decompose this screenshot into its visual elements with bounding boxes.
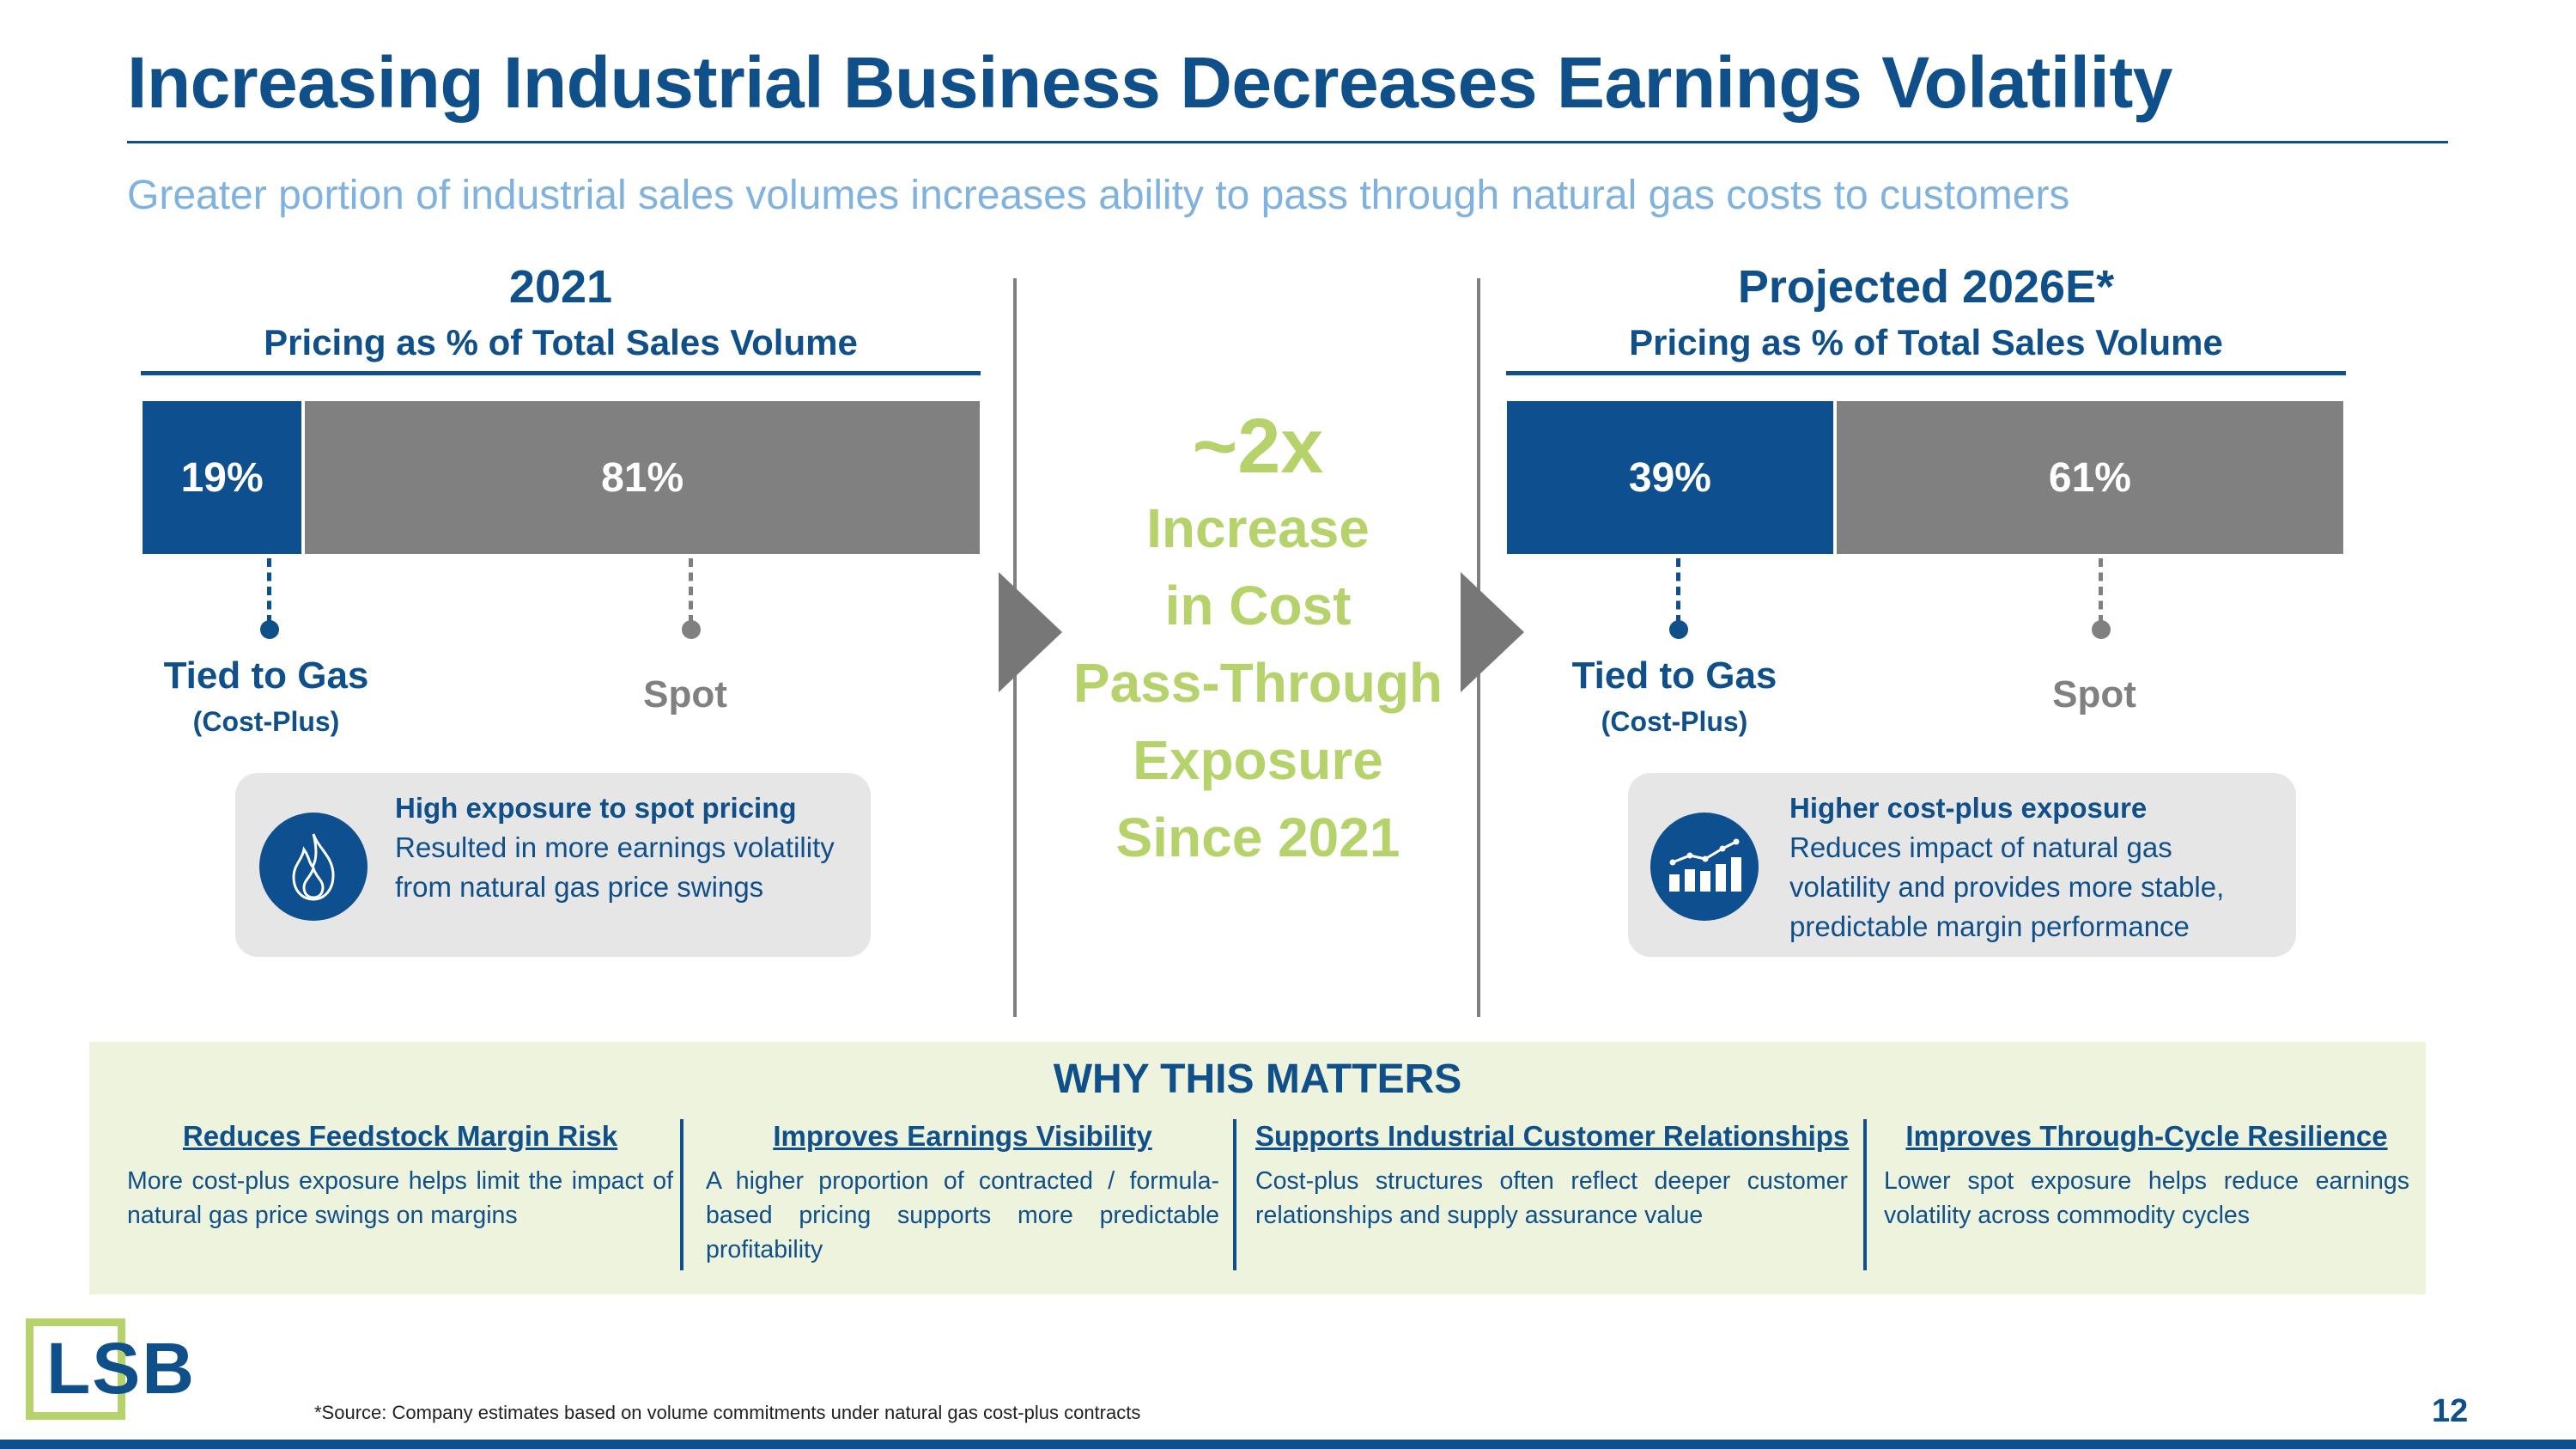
right-panel-year: Projected 2026E* <box>1737 261 2115 313</box>
left-panel-year: 2021 <box>508 261 613 313</box>
right-tied-connector <box>1676 558 1680 624</box>
left-tied-dot <box>260 620 279 639</box>
right-pricing-bar: 39% 61% <box>1507 401 2343 554</box>
logo-text: LSB <box>46 1328 196 1409</box>
center-multiplier: ~2x <box>1192 404 1324 490</box>
why-column-1-body: More cost-plus exposure helps limit the … <box>127 1167 673 1229</box>
left-spot-percent: 81% <box>601 454 684 501</box>
left-info-body: Resulted in more earnings volatility fro… <box>395 831 835 903</box>
right-tied-sublabel: (Cost-Plus) <box>1601 706 1748 737</box>
why-divider-2 <box>1233 1119 1236 1270</box>
right-chevron-icon <box>1461 572 1524 692</box>
right-info-box: Higher cost-plus exposure Reduces impact… <box>1628 773 2296 957</box>
left-panel-rule <box>141 371 981 375</box>
growth-chart-icon <box>1650 813 1759 921</box>
why-column-2-heading: Improves Earnings Visibility <box>773 1120 1152 1152</box>
right-tied-dot <box>1669 620 1688 639</box>
left-tied-connector <box>267 558 271 624</box>
right-spot-label: Spot <box>2052 673 2136 715</box>
right-spot-dot <box>2092 620 2111 639</box>
right-info-text: Higher cost-plus exposure Reduces impact… <box>1789 788 2279 947</box>
left-tied-label: Tied to Gas <box>163 654 369 697</box>
left-spot-dot <box>682 620 701 639</box>
center-line-5: Since 2021 <box>1115 807 1400 868</box>
bottom-accent-bar <box>0 1440 2576 1449</box>
slide-title: Increasing Industrial Business Decreases… <box>127 42 2173 123</box>
left-panel-header: 2021 Pricing as % of Total Sales Volume <box>141 259 981 375</box>
why-this-matters-panel: WHY THIS MATTERS Reduces Feedstock Margi… <box>89 1042 2426 1294</box>
right-spot-percent: 61% <box>2048 454 2131 501</box>
right-panel-caption: Pricing as % of Total Sales Volume <box>1629 322 2223 362</box>
left-info-heading: High exposure to spot pricing <box>395 792 797 824</box>
center-line-2: in Cost <box>1164 575 1352 636</box>
why-column-1: Reduces Feedstock Margin Risk More cost-… <box>127 1117 673 1233</box>
why-divider-1 <box>680 1119 683 1270</box>
right-panel-rule <box>1506 371 2346 375</box>
center-callout: ~2x Increase in Cost Pass-Through Exposu… <box>1065 404 1451 876</box>
left-spot-segment: 81% <box>301 401 980 554</box>
right-info-body: Reduces impact of natural gas volatility… <box>1789 831 2225 942</box>
left-spot-label: Spot <box>643 673 727 715</box>
center-line-4: Exposure <box>1133 729 1383 791</box>
right-tied-segment: 39% <box>1507 401 1833 554</box>
why-column-3: Supports Industrial Customer Relationshi… <box>1255 1117 1850 1233</box>
right-spot-connector <box>2099 558 2103 624</box>
left-chevron-icon <box>999 572 1062 692</box>
title-rule <box>127 141 2448 143</box>
right-tied-percent: 39% <box>1628 454 1711 501</box>
why-column-3-body: Cost-plus structures often reflect deepe… <box>1255 1167 1848 1229</box>
why-column-4-heading: Improves Through-Cycle Resilience <box>1905 1120 2388 1152</box>
left-tied-segment: 19% <box>143 401 302 554</box>
right-tied-label: Tied to Gas <box>1571 654 1777 697</box>
why-column-4-body: Lower spot exposure helps reduce earning… <box>1884 1167 2409 1229</box>
why-column-3-heading: Supports Industrial Customer Relationshi… <box>1255 1120 1850 1152</box>
why-column-2: Improves Earnings Visibility A higher pr… <box>706 1117 1219 1267</box>
left-info-box: High exposure to spot pricing Resulted i… <box>235 773 871 957</box>
center-line-1: Increase <box>1146 497 1370 559</box>
left-info-text: High exposure to spot pricing Resulted i… <box>395 788 850 907</box>
why-column-1-heading: Reduces Feedstock Margin Risk <box>182 1120 618 1152</box>
left-pricing-bar: 19% 81% <box>143 401 980 554</box>
why-column-2-body: A higher proportion of contracted / form… <box>706 1167 1219 1263</box>
logo-frame <box>26 1318 125 1420</box>
left-panel-caption: Pricing as % of Total Sales Volume <box>264 322 858 362</box>
lsb-logo: LSB <box>26 1318 223 1423</box>
center-line-3: Pass-Through <box>1072 652 1443 714</box>
why-divider-3 <box>1863 1119 1867 1270</box>
why-title: WHY THIS MATTERS <box>1053 1056 1462 1102</box>
why-column-4: Improves Through-Cycle Resilience Lower … <box>1884 1117 2409 1233</box>
source-footnote: *Source: Company estimates based on volu… <box>314 1402 1141 1423</box>
slide-subtitle: Greater portion of industrial sales volu… <box>127 173 2070 218</box>
flame-icon <box>259 813 368 921</box>
right-panel-header: Projected 2026E* Pricing as % of Total S… <box>1506 259 2346 375</box>
page-number: 12 <box>2432 1393 2469 1429</box>
right-spot-segment: 61% <box>1832 401 2343 554</box>
left-spot-connector <box>689 558 693 624</box>
right-info-heading: Higher cost-plus exposure <box>1789 792 2148 824</box>
left-tied-sublabel: (Cost-Plus) <box>192 706 340 737</box>
left-tied-percent: 19% <box>180 454 264 501</box>
